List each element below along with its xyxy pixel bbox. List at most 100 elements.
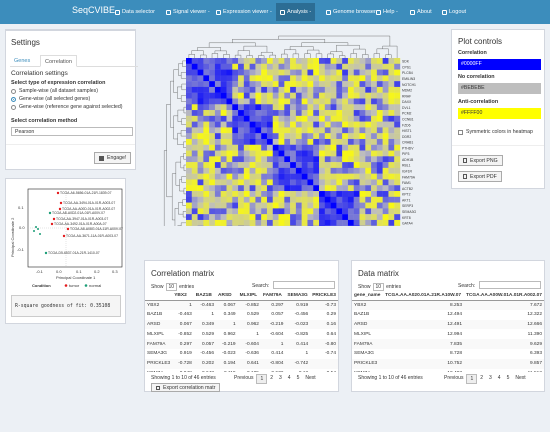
correlation-color-input[interactable]: #0000FF — [458, 59, 541, 70]
data-length-select[interactable]: 10 — [372, 283, 385, 291]
pagination-previous[interactable]: Previous — [444, 375, 464, 381]
pagination-page[interactable]: 3 — [279, 375, 282, 381]
heatmap-cell — [214, 104, 221, 111]
heatmap-cell — [197, 86, 204, 93]
nav-genome-browser[interactable]: Genome browser — [324, 7, 378, 17]
heatmap-cell — [255, 162, 262, 169]
no-correlation-color-input[interactable]: #BEBEBE — [458, 83, 541, 94]
dendrogram-branch — [382, 45, 398, 58]
heatmap-cell — [278, 104, 285, 111]
heatmap-cell — [266, 104, 273, 111]
heatmap-cell — [353, 173, 360, 180]
heatmap-cell — [278, 162, 285, 169]
heatmap-cell — [214, 86, 221, 93]
heatmap-cell — [220, 173, 227, 180]
column-header[interactable]: gene_name — [352, 292, 384, 301]
heatmap-cell — [330, 144, 337, 151]
pagination-page[interactable]: 5 — [296, 375, 300, 381]
heatmap-cell — [307, 167, 314, 174]
radio-sample-wise[interactable]: Sample-wise (all dataset samples) — [11, 88, 98, 94]
column-header[interactable]: TCGA.AA.A020.01A.21R.A10W.07 — [383, 292, 464, 301]
heatmap-cell — [249, 185, 256, 192]
heatmap-cell — [261, 191, 268, 198]
heatmap-cell — [365, 219, 372, 226]
nav-about[interactable]: About — [408, 7, 434, 17]
radio-gene-wise-reference[interactable]: Gene-wise (reference gene against select… — [11, 104, 123, 110]
table-cell: -0.636 — [245, 351, 259, 357]
corr-search-input[interactable] — [273, 281, 335, 289]
no-correlation-color-label: No correlation — [458, 74, 495, 80]
pagination-page[interactable]: 2 — [270, 375, 274, 381]
heatmap-cell — [186, 58, 192, 64]
heatmap-cell — [284, 219, 291, 226]
nav-analysis[interactable]: Analysis - — [276, 3, 316, 21]
heatmap-cell — [330, 185, 337, 192]
heatmap-cell — [347, 156, 354, 163]
column-header[interactable]: FAM79A — [260, 292, 286, 301]
heatmap-cell — [319, 115, 326, 122]
dendrogram-branch — [292, 53, 299, 58]
pagination-page[interactable]: 4 — [497, 375, 501, 381]
heatmap-cell — [324, 196, 331, 203]
pagination-page[interactable]: 4 — [287, 375, 291, 381]
heatmap-cell — [307, 121, 314, 128]
column-header[interactable]: YBX2 — [172, 292, 194, 301]
heatmap-cell — [243, 191, 250, 198]
corr-table-scroll[interactable]: YBX2 BAZ1B ARSD MLXIPL FAM79A SEMA3G PRICKLE3 … — [145, 292, 338, 372]
heatmap-cell — [347, 173, 354, 180]
heatmap-cell — [266, 63, 273, 70]
heatmap-cell — [359, 104, 366, 111]
heatmap-cell — [365, 104, 372, 111]
heatmap-cell — [319, 110, 326, 117]
heatmap-cell — [342, 58, 349, 64]
column-header[interactable]: ARSD — [216, 292, 238, 301]
pagination-page[interactable]: 2 — [480, 375, 484, 381]
column-header[interactable]: TCGA.AA.A00W.01A.01R.A002.07 — [464, 292, 544, 301]
nav-help[interactable]: Help - — [374, 7, 400, 17]
radio-gene-wise-all[interactable]: Gene-wise (all selected genes) — [11, 96, 90, 102]
mds-plot-box: TCGA-A6-5656-01A-21R-1839-07 TCGA-AA-3494… — [5, 178, 126, 324]
anti-correlation-color-input[interactable]: #FFFF00 — [458, 108, 541, 119]
heatmap-cell — [226, 81, 233, 88]
tab-correlation[interactable]: Correlation — [40, 55, 77, 67]
heatmap-cell — [307, 179, 314, 186]
pagination-next[interactable]: Next — [515, 375, 526, 381]
column-header[interactable]: BAZ1B — [193, 292, 217, 301]
heatmap-cell — [290, 58, 297, 64]
data-search-input[interactable] — [479, 281, 541, 289]
data-table-scroll[interactable]: gene_name TCGA.AA.A020.01A.21R.A10W.07 TCG… — [352, 292, 544, 372]
pagination-previous[interactable]: Previous — [234, 375, 254, 381]
column-header[interactable] — [145, 292, 173, 301]
export-png-button[interactable]: Export PNG — [458, 155, 503, 166]
pagination-next[interactable]: Next — [305, 375, 316, 381]
nav-data-selector[interactable]: Data selector — [113, 7, 157, 17]
export-pdf-button[interactable]: Export PDF — [458, 171, 502, 182]
dendrogram-branch — [208, 42, 256, 48]
pagination-page[interactable]: 3 — [489, 375, 492, 381]
heatmap-cell — [278, 92, 285, 99]
heatmap-cell — [353, 191, 360, 198]
table-cell: 0.672 — [261, 369, 285, 372]
column-header[interactable]: MLXIPL — [237, 292, 261, 301]
pagination-page[interactable]: 5 — [506, 375, 510, 381]
heatmap-cell — [388, 69, 395, 76]
symmetric-colors-checkbox[interactable]: Symmetric colors in heatmap — [458, 129, 533, 135]
export-correlation-button[interactable]: Export correlation matr — [151, 383, 221, 392]
engage-button[interactable]: Engage! — [94, 152, 132, 164]
tab-genes[interactable]: Genes — [14, 58, 31, 64]
heatmap-cell — [307, 127, 314, 134]
heatmap-cell — [301, 185, 308, 192]
heatmap-cell — [186, 167, 192, 174]
nav-signal-viewer[interactable]: Signal viewer - — [164, 7, 212, 17]
pagination-page[interactable]: 1 — [256, 374, 268, 384]
nav-expression-viewer[interactable]: Expression viewer - — [214, 7, 274, 17]
heatmap-cell — [359, 58, 366, 64]
nav-logout[interactable]: Logout — [440, 7, 468, 17]
column-header[interactable]: SEMA3G — [285, 292, 311, 301]
column-header[interactable]: PRICKLE3 — [310, 292, 338, 301]
app-brand[interactable]: SeqCVIBE — [72, 5, 116, 15]
heatmap-cell — [353, 208, 360, 215]
correlation-method-select[interactable]: Pearson — [11, 127, 133, 136]
corr-length-select[interactable]: 10 — [165, 283, 178, 291]
pagination-page[interactable]: 1 — [466, 374, 478, 384]
